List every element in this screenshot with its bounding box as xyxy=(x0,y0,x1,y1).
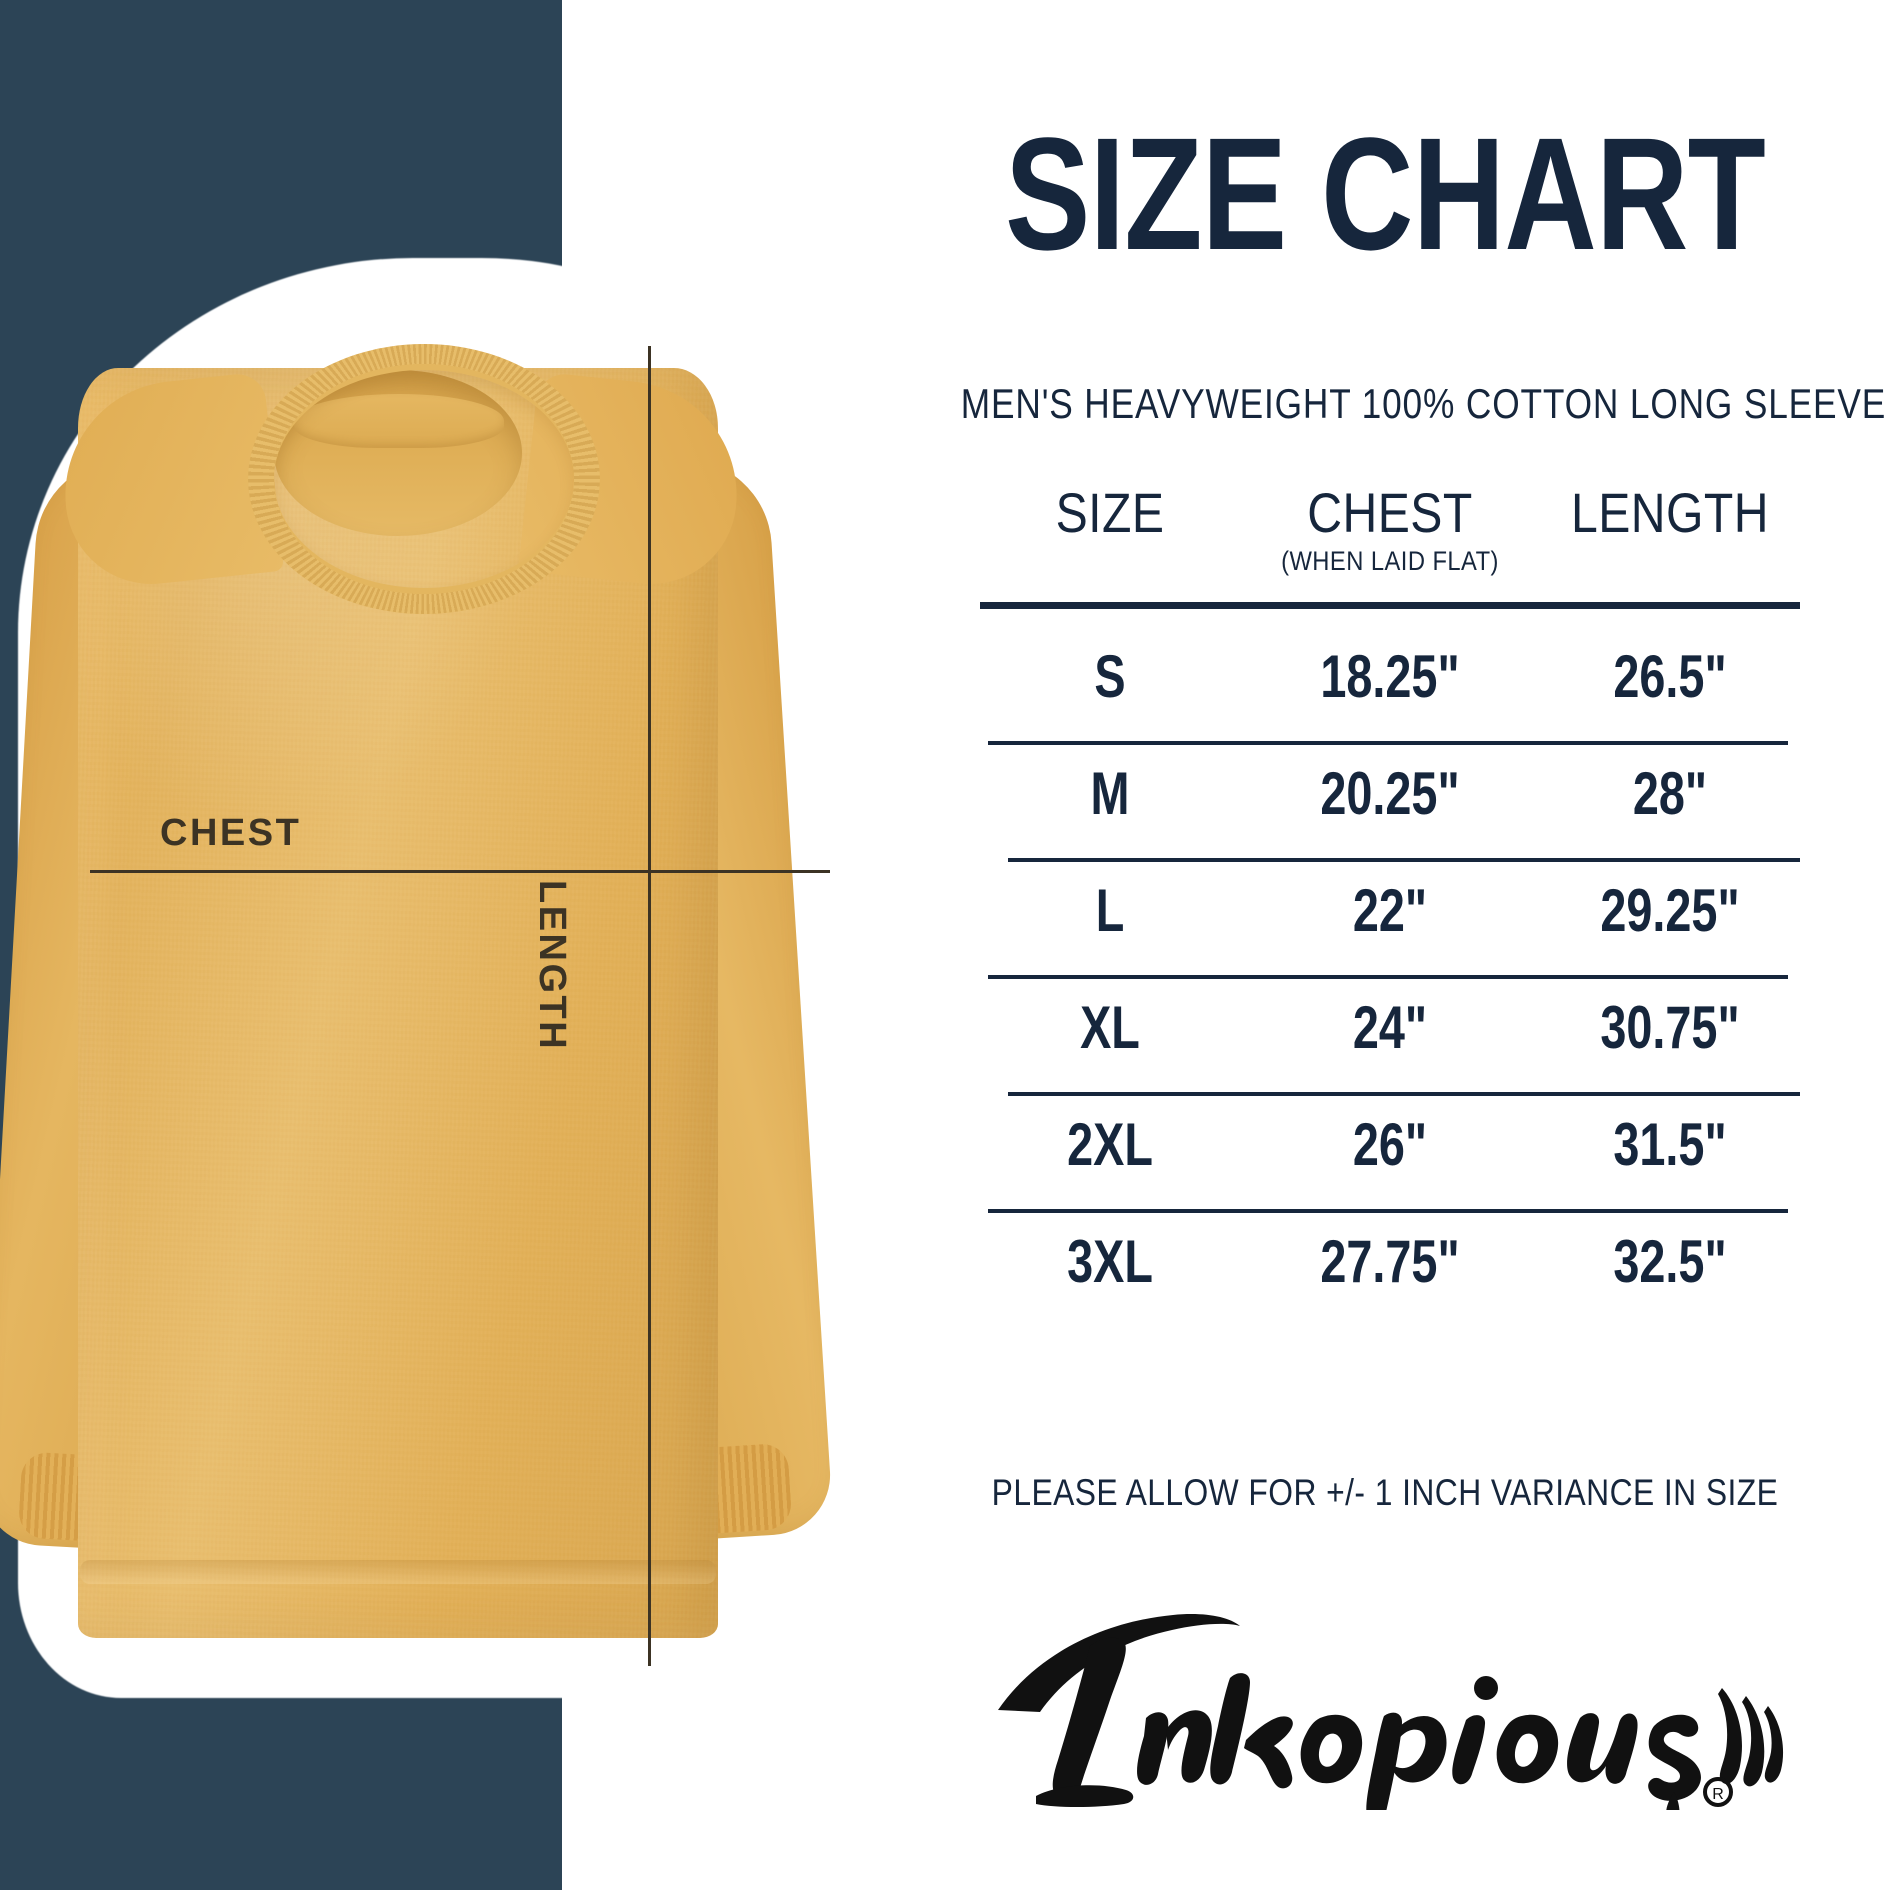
chart-content: SIZE CHART MEN'S HEAVYWEIGHT 100% COTTON… xyxy=(880,0,1890,1890)
row-divider xyxy=(988,975,1788,979)
shirt-hem xyxy=(80,1560,716,1584)
variance-disclaimer: PLEASE ALLOW FOR +/- 1 INCH VARIANCE IN … xyxy=(991,1472,1779,1513)
cell-size: M xyxy=(1090,760,1130,827)
shirt-illustration xyxy=(0,308,834,1660)
svg-text:R: R xyxy=(1712,1786,1724,1803)
cell-size: 2XL xyxy=(1067,1111,1153,1178)
cell-chest: 22" xyxy=(1352,877,1428,944)
cell-chest: 24" xyxy=(1352,994,1428,1061)
length-measurement-line xyxy=(648,346,651,1666)
cell-chest: 18.25" xyxy=(1320,643,1460,710)
row-divider xyxy=(1008,858,1800,862)
table-body: S 18.25" 26.5" M 20.25" 28" L 22" 29.25" xyxy=(980,628,1800,1330)
cell-length: 32.5" xyxy=(1613,1228,1727,1295)
column-header-length: LENGTH xyxy=(1571,481,1769,544)
column-header-chest: CHEST xyxy=(1307,481,1473,544)
column-header-size: SIZE xyxy=(1055,481,1165,544)
cell-length: 29.25" xyxy=(1600,877,1740,944)
cell-length: 31.5" xyxy=(1613,1111,1727,1178)
table-row: 2XL 26" 31.5" xyxy=(980,1096,1800,1213)
brand-logo: R xyxy=(940,1560,1840,1810)
table-header-row: SIZE CHEST LENGTH (WHEN LAID FLAT) xyxy=(980,480,1800,620)
row-divider xyxy=(988,741,1788,745)
table-row: 3XL 27.75" 32.5" xyxy=(980,1213,1800,1330)
column-header-chest-note: (WHEN LAID FLAT) xyxy=(1281,546,1499,576)
chest-measurement-line xyxy=(90,870,830,873)
cell-length: 28" xyxy=(1632,760,1708,827)
cell-length: 30.75" xyxy=(1600,994,1740,1061)
chest-measurement-label: CHEST xyxy=(160,812,302,854)
cell-size: S xyxy=(1094,643,1126,710)
cell-chest: 20.25" xyxy=(1320,760,1460,827)
shirt-collar-ribbing xyxy=(248,344,600,614)
page-subtitle: MEN'S HEAVYWEIGHT 100% COTTON LONG SLEEV… xyxy=(960,380,1887,427)
length-measurement-label: LENGTH xyxy=(531,880,573,1052)
cell-size: L xyxy=(1095,877,1125,944)
cell-chest: 27.75" xyxy=(1320,1228,1460,1295)
cell-size: XL xyxy=(1080,994,1140,1061)
table-row: XL 24" 30.75" xyxy=(980,979,1800,1096)
cell-chest: 26" xyxy=(1352,1111,1428,1178)
table-row: S 18.25" 26.5" xyxy=(980,628,1800,745)
cell-size: 3XL xyxy=(1067,1228,1153,1295)
shirt-photo xyxy=(0,250,900,1720)
size-table: SIZE CHEST LENGTH (WHEN LAID FLAT) S 18.… xyxy=(980,480,1800,1330)
row-divider xyxy=(988,1209,1788,1213)
row-divider xyxy=(1008,1092,1800,1096)
table-row: L 22" 29.25" xyxy=(980,862,1800,979)
page-title: SIZE CHART xyxy=(1005,104,1766,283)
table-row: M 20.25" 28" xyxy=(980,745,1800,862)
table-header-rule xyxy=(980,602,1800,609)
cell-length: 26.5" xyxy=(1613,643,1727,710)
